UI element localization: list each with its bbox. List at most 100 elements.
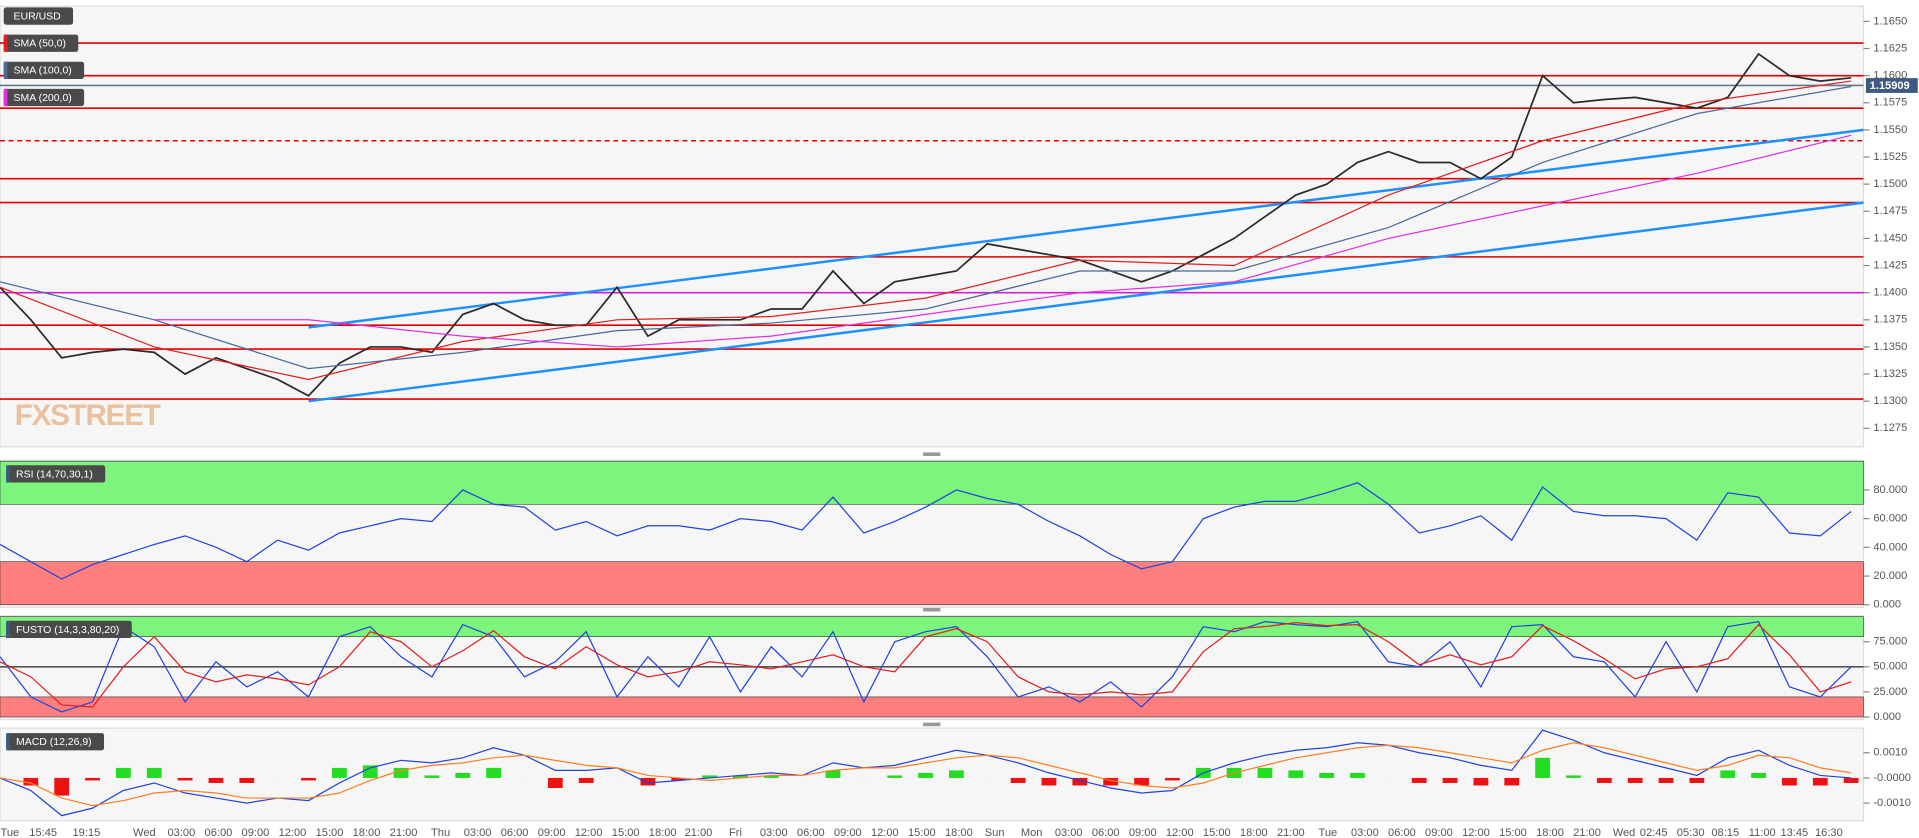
- legend-marker: [3, 34, 8, 52]
- x-tick-label: 15:00: [1499, 827, 1527, 838]
- histogram-bar: [887, 775, 903, 778]
- histogram-bar: [1658, 777, 1674, 783]
- legend-label: SMA (100,0): [14, 66, 72, 77]
- legend-box: [6, 620, 132, 639]
- legend-item: FUSTO (14,3,3,80,20): [6, 620, 132, 639]
- legend-box: [3, 7, 74, 25]
- histogram-bar: [116, 767, 131, 778]
- y-tick-label: 40.000: [1873, 541, 1907, 553]
- x-tick-label: 06:00: [1388, 827, 1416, 838]
- x-tick-label: Tue: [1319, 827, 1338, 838]
- histogram-bar: [1812, 777, 1828, 786]
- histogram-bar: [640, 777, 656, 786]
- y-tick-label: 80.000: [1873, 484, 1907, 496]
- y-tick-label: 1.1575: [1873, 97, 1907, 109]
- y-tick-label: 0.000: [1873, 599, 1901, 611]
- histogram-bar: [54, 777, 70, 796]
- y-tick-label: 1.1525: [1873, 151, 1907, 163]
- y-tick-label: 75.000: [1873, 636, 1907, 648]
- legend-item: MACD (12,26,9): [6, 733, 105, 751]
- x-tick-label: 18:00: [649, 827, 677, 838]
- histogram-bar: [1010, 777, 1026, 783]
- x-tick-label: 02:45: [1640, 827, 1668, 838]
- legend-box: [6, 733, 105, 751]
- y-tick-label: 50.000: [1873, 661, 1907, 673]
- x-tick-label: 21:00: [390, 827, 418, 838]
- histogram-bar: [702, 775, 718, 778]
- trendline: [308, 201, 1864, 403]
- histogram-bar: [455, 772, 471, 778]
- histogram-bar: [177, 777, 193, 781]
- zone: [0, 616, 1864, 638]
- x-tick-label: Mon: [1021, 827, 1043, 838]
- histogram-bar: [1442, 777, 1458, 783]
- series-line: [0, 622, 1852, 708]
- x-tick-label: 03:00: [464, 827, 492, 838]
- legend-label: SMA (200,0): [14, 93, 72, 104]
- y-tick-label: 20.000: [1873, 570, 1907, 582]
- x-tick-label: 15:00: [316, 827, 344, 838]
- x-tick-label: 06:00: [501, 827, 529, 838]
- legend-item: SMA (200,0): [3, 88, 85, 107]
- series-line: [0, 52, 1852, 397]
- x-tick-label: 05:30: [1677, 827, 1705, 838]
- legend-item: RSI (14,70,30,1): [6, 465, 106, 483]
- zone: [0, 696, 1864, 718]
- histogram-bar: [1751, 772, 1766, 778]
- y-tick-label: 1.1350: [1873, 341, 1907, 353]
- series-line: [0, 85, 1852, 370]
- histogram-bar: [1720, 770, 1736, 778]
- legend-label: EUR/USD: [14, 11, 62, 22]
- histogram-bar: [733, 775, 748, 778]
- y-tick-label: 0.0010: [1873, 747, 1907, 759]
- x-tick-label: 03:00: [1351, 827, 1379, 838]
- series-line: [0, 729, 1852, 817]
- y-tick-label: 1.1450: [1873, 232, 1907, 244]
- histogram-bar: [949, 770, 964, 778]
- y-tick-label: 1.1275: [1873, 422, 1907, 434]
- x-tick-label: 09:00: [242, 827, 270, 838]
- histogram-bar: [825, 770, 841, 778]
- histogram-bar: [146, 767, 162, 778]
- x-tick-label: Thu: [431, 827, 450, 838]
- histogram-bar: [424, 775, 440, 778]
- histogram-bar: [239, 777, 255, 783]
- legend-item: SMA (100,0): [3, 61, 85, 80]
- histogram-bar: [1350, 772, 1365, 778]
- histogram-bar: [1843, 777, 1859, 783]
- x-tick-label: 15:45: [29, 827, 57, 838]
- histogram-bar: [1134, 777, 1149, 786]
- y-tick-label: 0.000: [1873, 711, 1901, 723]
- y-tick-label: 1.1425: [1873, 259, 1907, 271]
- plot-background: [0, 5, 1865, 448]
- legend-marker: [6, 620, 10, 639]
- x-tick-label: 12:00: [279, 827, 307, 838]
- histogram-bar: [208, 777, 224, 783]
- x-tick-label: 18:00: [1240, 827, 1268, 838]
- x-tick-label: 21:00: [1573, 827, 1601, 838]
- series-line: [0, 742, 1852, 807]
- x-tick-label: 15:00: [1203, 827, 1231, 838]
- x-tick-label: 12:00: [871, 827, 899, 838]
- y-tick-label: 1.1625: [1873, 42, 1907, 54]
- y-tick-label: 1.1325: [1873, 368, 1907, 380]
- x-tick-label: 15:00: [908, 827, 936, 838]
- histogram-bar: [763, 775, 779, 778]
- x-tick-label: Fri: [729, 827, 742, 838]
- histogram-bar: [393, 767, 409, 778]
- legend-box: [3, 34, 79, 52]
- histogram-bar: [1411, 777, 1427, 783]
- x-tick-label: 03:00: [168, 827, 196, 838]
- y-tick-label: 1.1475: [1873, 205, 1907, 217]
- x-tick-label: 12:00: [1462, 827, 1490, 838]
- x-tick-label: Wed: [133, 827, 156, 838]
- y-tick-label: 1.1400: [1873, 287, 1907, 299]
- x-tick-label: 18:00: [1536, 827, 1564, 838]
- histogram-bar: [362, 765, 378, 778]
- x-tick-label: 06:00: [205, 827, 233, 838]
- histogram-bar: [1288, 770, 1304, 778]
- x-tick-label: 21:00: [685, 827, 713, 838]
- legend-marker: [6, 733, 10, 751]
- histogram-bar: [547, 777, 563, 788]
